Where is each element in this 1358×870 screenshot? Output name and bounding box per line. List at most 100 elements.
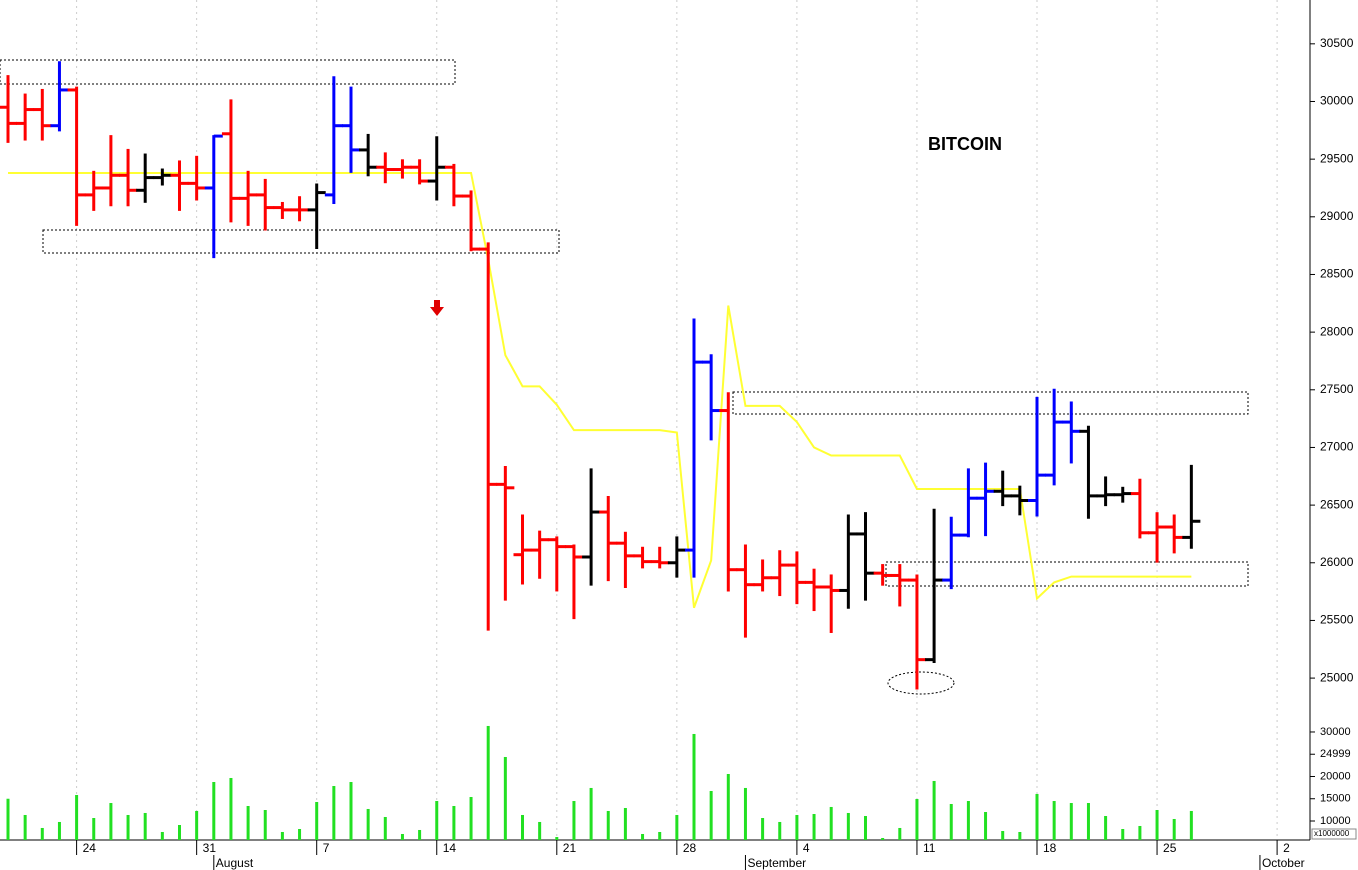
ohlc-bar xyxy=(256,178,275,231)
volume-bar xyxy=(778,821,782,840)
unit-box xyxy=(1311,828,1357,840)
ohlc-bar xyxy=(976,462,995,537)
volume-bar xyxy=(1069,803,1073,840)
ohlc-bar xyxy=(719,392,738,592)
month-label: October xyxy=(1262,856,1305,870)
volume-tick-label: 20000 xyxy=(1320,770,1351,782)
ohlc-bar xyxy=(410,159,429,185)
volume-bar xyxy=(92,818,96,840)
down-arrow xyxy=(430,300,444,316)
volume-bar xyxy=(984,812,988,840)
volume-bar xyxy=(898,827,902,840)
ohlc-bar xyxy=(496,466,515,601)
x-tick-label: 25 xyxy=(1163,841,1177,855)
ohlc-bar xyxy=(787,551,806,605)
volume-bar xyxy=(178,825,181,840)
ohlc-bar xyxy=(1148,512,1167,563)
zone-box xyxy=(0,59,456,85)
y-tick-label: 26000 xyxy=(1320,555,1354,569)
volume-bar xyxy=(761,818,765,840)
volume-bar xyxy=(521,814,524,840)
volume-bar xyxy=(109,803,113,840)
ohlc-bar xyxy=(1096,476,1115,507)
ohlc-bar xyxy=(221,99,240,223)
ohlc-bar xyxy=(513,514,532,585)
x-tick-label: 7 xyxy=(323,841,330,855)
ohlc-bar xyxy=(959,468,978,538)
volume-bar xyxy=(589,787,593,840)
volume-bar xyxy=(418,829,422,840)
ohlc-bar xyxy=(1062,401,1081,464)
volume-bar xyxy=(23,814,27,840)
x-tick-label: 24 xyxy=(83,841,97,855)
ohlc-bar xyxy=(50,61,69,132)
volume-bar xyxy=(1138,825,1142,840)
volume-bar xyxy=(1035,793,1039,840)
ohlc-bar xyxy=(427,136,446,201)
volume-bar xyxy=(349,782,353,840)
ohlc-bar xyxy=(907,574,926,690)
volume-unit: x1000000 xyxy=(1314,829,1350,838)
x-tick-label: 21 xyxy=(563,841,577,855)
volume-bar xyxy=(126,814,130,840)
ohlc-bar xyxy=(942,516,961,590)
volume-bar xyxy=(572,801,576,840)
volume-bar xyxy=(1018,831,1022,840)
ohlc-bar xyxy=(839,514,858,609)
ohlc-bar xyxy=(359,133,378,177)
x-tick-label: 18 xyxy=(1043,841,1057,855)
volume-bar xyxy=(40,827,44,840)
volume-bar xyxy=(675,814,679,840)
ohlc-bar xyxy=(101,135,120,207)
volume-bar xyxy=(812,814,816,840)
ohlc-bar xyxy=(856,512,875,601)
ohlc-bar xyxy=(342,86,360,173)
volume-tick-label: 15000 xyxy=(1320,793,1351,805)
volume-bar xyxy=(435,801,439,840)
ohlc-bar xyxy=(84,170,103,211)
ohlc-bar xyxy=(667,536,686,578)
y-tick-label: 29000 xyxy=(1320,209,1354,223)
ohlc-bar xyxy=(616,531,635,588)
ohlc-bar xyxy=(1045,388,1064,486)
volume-bar xyxy=(726,773,730,840)
ohlc-bar xyxy=(0,75,17,143)
ohlc-bar xyxy=(33,88,52,141)
ohlc-bar xyxy=(204,134,223,259)
ohlc-bar xyxy=(1113,486,1132,503)
volume-bar xyxy=(1052,801,1056,840)
ohlc-bar xyxy=(393,159,412,179)
volume-bar xyxy=(212,782,216,840)
volume-bar xyxy=(1121,829,1125,840)
volume-bar xyxy=(1001,831,1005,840)
volume-bar xyxy=(743,787,747,840)
volume-bar xyxy=(229,777,233,840)
ohlc-bar xyxy=(153,168,172,186)
ohlc-bar xyxy=(67,86,86,226)
volume-bar xyxy=(915,799,919,840)
ohlc-bar xyxy=(1028,396,1046,517)
volume-bar xyxy=(1086,803,1090,840)
ohlc-bar xyxy=(873,564,892,586)
volume-bar xyxy=(503,756,507,840)
volume-bar xyxy=(332,786,336,840)
volume-bar xyxy=(452,805,456,840)
volume-bar xyxy=(881,837,885,840)
volume-bar xyxy=(1172,818,1176,840)
y-tick-label: 27000 xyxy=(1320,440,1354,454)
stop-line xyxy=(8,171,1192,609)
volume-tick-label: 24999 xyxy=(1320,748,1351,760)
volume-bar xyxy=(469,797,473,840)
month-label: September xyxy=(747,856,806,870)
ohlc-bar xyxy=(136,153,155,203)
volume-bar xyxy=(143,812,147,840)
x-tick-label: 4 xyxy=(803,841,810,855)
ohlc-bar xyxy=(376,152,395,184)
ohlc-bar xyxy=(187,155,206,201)
ohlc-bar xyxy=(1079,425,1098,519)
volume-bar xyxy=(246,805,250,840)
ohlc-bar xyxy=(119,148,138,207)
volume-bar xyxy=(280,831,284,840)
zone-box xyxy=(732,391,1249,415)
